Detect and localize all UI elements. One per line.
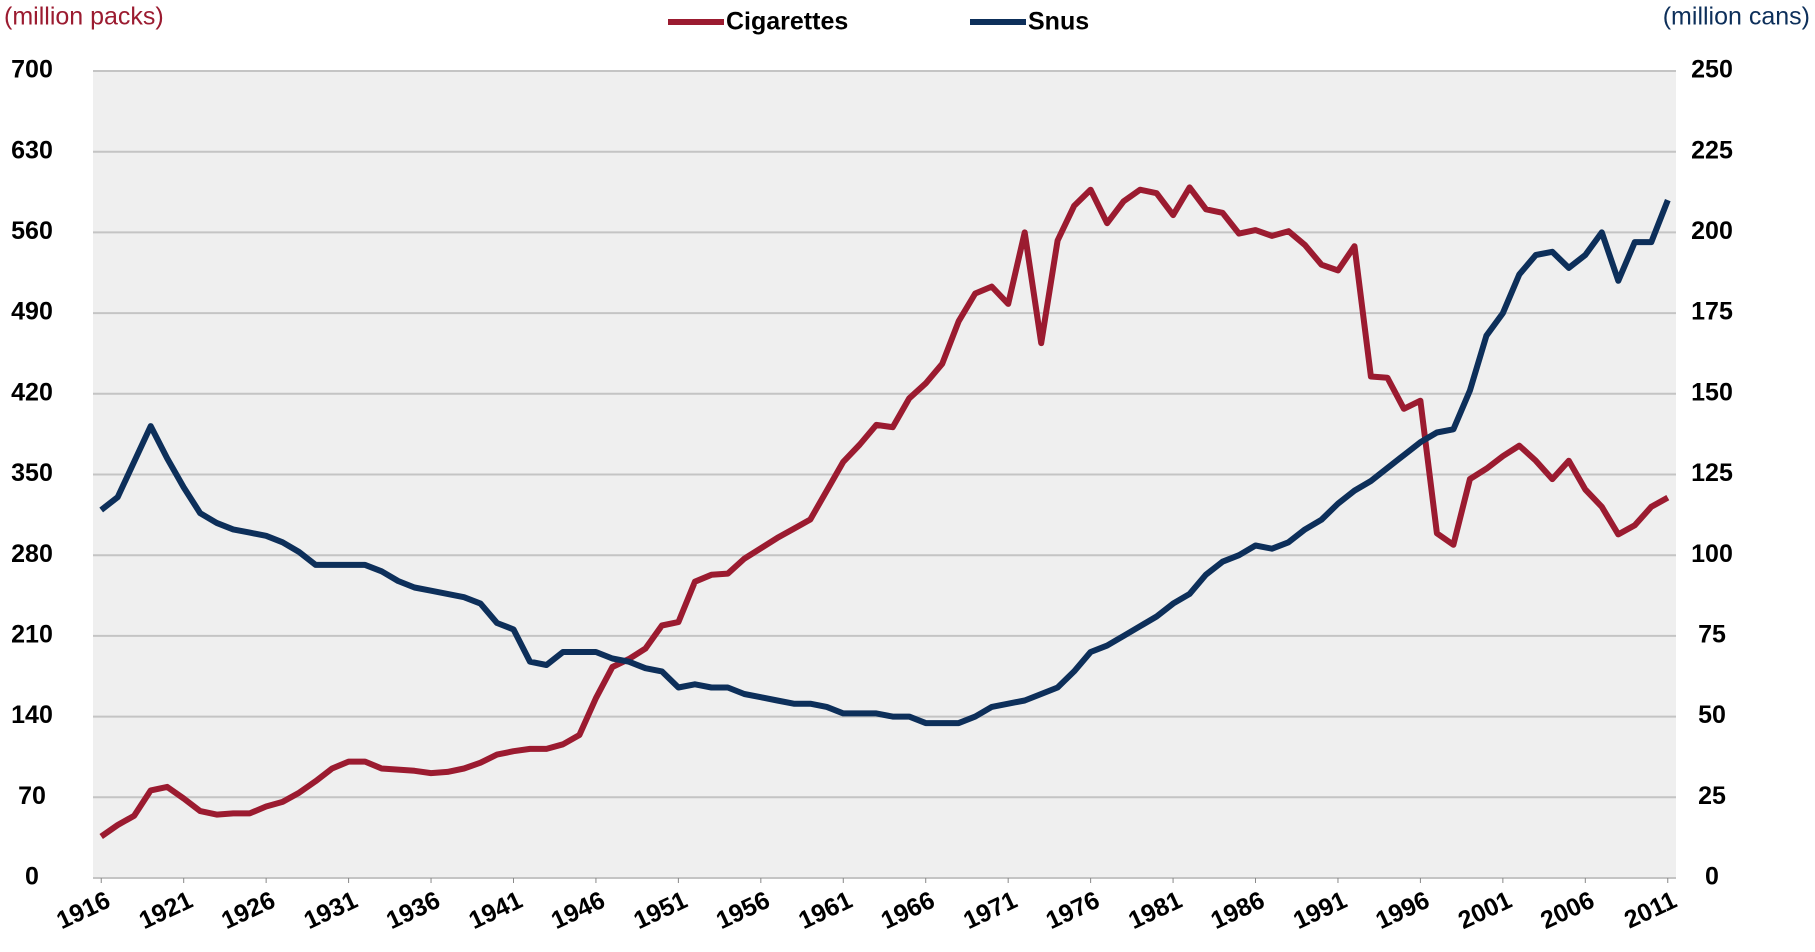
x-tick-label: 1931 xyxy=(300,886,362,935)
y2-tick-label: 250 xyxy=(1691,56,1733,84)
y-tick-label: 490 xyxy=(11,298,53,326)
x-tick-label: 1976 xyxy=(1042,886,1104,935)
x-tick-label: 1991 xyxy=(1289,886,1351,935)
y-tick-label: 560 xyxy=(11,217,53,245)
y2-tick-label: 0 xyxy=(1705,863,1719,891)
y2-tick-label: 75 xyxy=(1698,621,1726,649)
y2-tick-label: 125 xyxy=(1691,459,1733,487)
y-tick-label: 700 xyxy=(11,56,53,84)
y2-tick-label: 225 xyxy=(1691,136,1733,164)
y2-tick-label: 200 xyxy=(1691,217,1733,245)
y-tick-label: 140 xyxy=(11,701,53,729)
legend-label: Snus xyxy=(1028,8,1089,36)
x-tick-label: 1966 xyxy=(877,886,939,935)
x-tick-label: 1946 xyxy=(547,886,609,935)
x-tick-label: 1986 xyxy=(1207,886,1269,935)
x-tick-label: 1916 xyxy=(52,886,114,935)
y2-tick-label: 25 xyxy=(1698,782,1726,810)
y-tick-label: 350 xyxy=(11,459,53,487)
x-tick-label: 2011 xyxy=(1620,886,1681,934)
y-tick-label: 280 xyxy=(11,540,53,568)
series-line xyxy=(99,184,1670,839)
y2-axis-label: (million cans) xyxy=(1663,3,1810,31)
y-tick-label: 0 xyxy=(25,863,39,891)
x-tick-label: 2001 xyxy=(1454,886,1516,935)
y-tick-label: 210 xyxy=(11,621,53,649)
x-tick-label: 1961 xyxy=(794,886,856,935)
x-tick-label: 1936 xyxy=(382,886,444,935)
legend-label: Cigarettes xyxy=(726,8,848,36)
y-tick-label: 420 xyxy=(11,378,53,406)
x-tick-label: 1941 xyxy=(465,886,527,935)
y2-tick-label: 100 xyxy=(1691,540,1733,568)
y2-tick-label: 50 xyxy=(1698,701,1726,729)
x-tick-label: 1996 xyxy=(1371,886,1433,935)
x-tick-label: 1921 xyxy=(135,886,197,935)
x-tick-label: 1981 xyxy=(1124,886,1186,935)
y2-tick-label: 150 xyxy=(1691,378,1733,406)
x-tick-label: 1956 xyxy=(712,886,774,935)
x-tick-label: 1971 xyxy=(959,886,1021,935)
y-tick-label: 630 xyxy=(11,136,53,164)
y2-tick-label: 175 xyxy=(1691,298,1733,326)
y-axis-label: (million packs) xyxy=(4,3,164,31)
y-tick-label: 70 xyxy=(18,782,46,810)
x-tick-label: 1951 xyxy=(629,886,691,935)
x-tick-label: 2006 xyxy=(1536,886,1598,935)
x-tick-label: 1926 xyxy=(217,886,279,935)
series-line xyxy=(99,199,1671,727)
